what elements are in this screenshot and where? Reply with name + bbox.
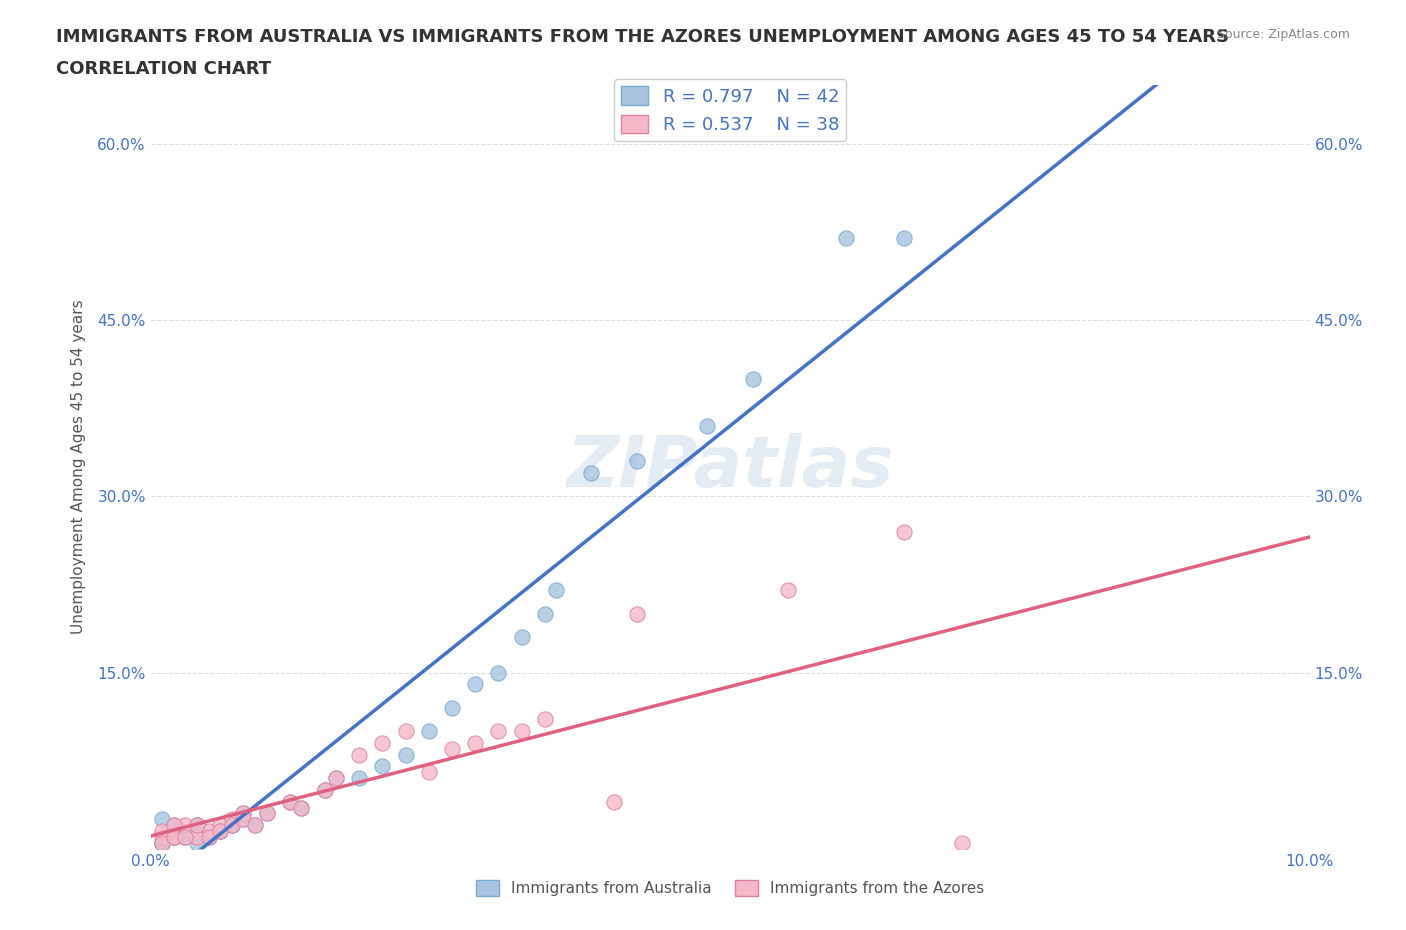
Point bbox=[371, 736, 394, 751]
Point bbox=[209, 824, 232, 839]
Point bbox=[464, 736, 486, 751]
Point bbox=[150, 830, 173, 844]
Point bbox=[418, 724, 440, 738]
Point bbox=[209, 824, 232, 839]
Point bbox=[440, 741, 463, 756]
Point bbox=[186, 817, 208, 832]
Point bbox=[197, 830, 219, 844]
Point bbox=[464, 677, 486, 692]
Point bbox=[197, 824, 219, 839]
Point bbox=[349, 771, 371, 786]
Point bbox=[197, 830, 219, 844]
Point bbox=[243, 817, 266, 832]
Point bbox=[893, 525, 915, 539]
Point bbox=[395, 748, 418, 763]
Point bbox=[603, 794, 626, 809]
Point bbox=[221, 817, 243, 832]
Point bbox=[186, 817, 208, 832]
Point bbox=[232, 806, 254, 821]
Point bbox=[546, 583, 568, 598]
Point bbox=[776, 583, 799, 598]
Point bbox=[278, 794, 301, 809]
Point bbox=[290, 800, 312, 815]
Point bbox=[163, 830, 186, 844]
Point bbox=[174, 830, 197, 844]
Point bbox=[533, 606, 555, 621]
Point bbox=[626, 606, 648, 621]
Point bbox=[742, 371, 765, 386]
Point bbox=[486, 665, 509, 680]
Point bbox=[486, 724, 509, 738]
Point bbox=[186, 835, 208, 850]
Point bbox=[221, 817, 243, 832]
Point bbox=[510, 630, 533, 644]
Point bbox=[150, 812, 173, 827]
Point bbox=[349, 748, 371, 763]
Point bbox=[163, 817, 186, 832]
Point bbox=[395, 724, 418, 738]
Point bbox=[174, 830, 197, 844]
Point bbox=[186, 830, 208, 844]
Point bbox=[325, 771, 347, 786]
Point bbox=[371, 759, 394, 774]
Point bbox=[290, 800, 312, 815]
Point bbox=[174, 830, 197, 844]
Point bbox=[150, 835, 173, 850]
Point bbox=[626, 454, 648, 469]
Point bbox=[163, 830, 186, 844]
Point bbox=[209, 817, 232, 832]
Point bbox=[243, 817, 266, 832]
Text: IMMIGRANTS FROM AUSTRALIA VS IMMIGRANTS FROM THE AZORES UNEMPLOYMENT AMONG AGES : IMMIGRANTS FROM AUSTRALIA VS IMMIGRANTS … bbox=[56, 28, 1229, 46]
Point bbox=[209, 824, 232, 839]
Y-axis label: Unemployment Among Ages 45 to 54 years: Unemployment Among Ages 45 to 54 years bbox=[72, 299, 86, 634]
Point bbox=[418, 764, 440, 779]
Point bbox=[163, 830, 186, 844]
Point bbox=[221, 812, 243, 827]
Point bbox=[579, 465, 602, 480]
Point bbox=[232, 806, 254, 821]
Point bbox=[893, 231, 915, 246]
Point bbox=[163, 817, 186, 832]
Point bbox=[197, 830, 219, 844]
Point bbox=[150, 835, 173, 850]
Point bbox=[440, 700, 463, 715]
Legend: R = 0.797    N = 42, R = 0.537    N = 38: R = 0.797 N = 42, R = 0.537 N = 38 bbox=[614, 79, 846, 141]
Point bbox=[150, 824, 173, 839]
Point bbox=[150, 835, 173, 850]
Point bbox=[256, 806, 278, 821]
Point bbox=[232, 812, 254, 827]
Point bbox=[835, 231, 858, 246]
Point bbox=[150, 835, 173, 850]
Point bbox=[278, 794, 301, 809]
Point bbox=[325, 771, 347, 786]
Text: ZIPatlas: ZIPatlas bbox=[567, 432, 894, 501]
Point bbox=[533, 712, 555, 727]
Point bbox=[256, 806, 278, 821]
Point bbox=[163, 830, 186, 844]
Point bbox=[314, 782, 336, 797]
Text: Source: ZipAtlas.com: Source: ZipAtlas.com bbox=[1216, 28, 1350, 41]
Point bbox=[174, 817, 197, 832]
Point bbox=[950, 835, 973, 850]
Point bbox=[186, 817, 208, 832]
Point bbox=[510, 724, 533, 738]
Point bbox=[221, 817, 243, 832]
Text: CORRELATION CHART: CORRELATION CHART bbox=[56, 60, 271, 78]
Point bbox=[232, 812, 254, 827]
Point bbox=[314, 782, 336, 797]
Point bbox=[696, 418, 718, 433]
